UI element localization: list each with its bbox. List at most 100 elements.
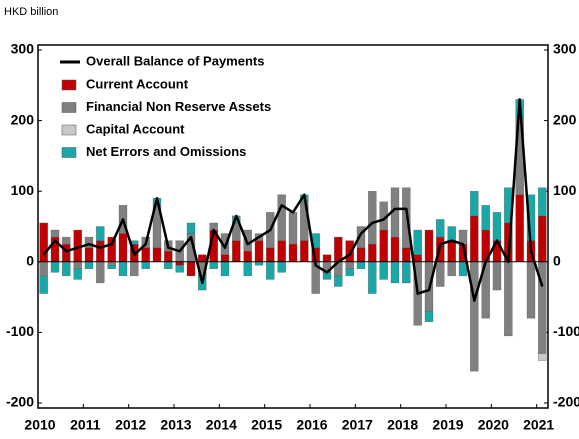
x-tick-label: 2018 <box>387 417 418 433</box>
legend-swatch <box>61 79 77 91</box>
x-tick-label: 2010 <box>24 417 55 433</box>
bar-segment <box>368 191 377 245</box>
y-tick-label: -200 <box>6 394 34 410</box>
bar-segment <box>277 194 286 241</box>
bar-segment <box>390 261 400 284</box>
bar-segment <box>413 229 422 255</box>
x-tick-label: 2013 <box>160 417 191 433</box>
legend-label: Capital Account <box>86 121 185 136</box>
bar-segment <box>107 265 116 270</box>
bar-segment <box>368 261 377 294</box>
bar-segment <box>538 353 547 361</box>
bar-segment <box>356 247 366 262</box>
bar-segment <box>62 261 71 277</box>
bar-segment <box>164 261 173 270</box>
x-tick-label: 2021 <box>523 417 554 433</box>
bar-segment <box>243 229 252 252</box>
bar-segment <box>62 236 71 245</box>
bar-segment <box>538 187 547 217</box>
bar-segment <box>164 251 173 262</box>
y-tick-label: 100 <box>11 182 35 198</box>
bar-segment <box>96 240 105 262</box>
bar-segment <box>141 261 150 270</box>
bar-segment <box>84 236 94 248</box>
y-tick-label: -100 <box>6 323 34 339</box>
bar-segment <box>424 229 434 262</box>
bar-segment <box>186 261 196 277</box>
bar-segment <box>107 261 116 266</box>
bar-segment <box>345 268 354 277</box>
bar-segment <box>84 261 94 270</box>
bar-segment <box>96 261 105 284</box>
bar-segment <box>39 275 48 294</box>
legend-label: Overall Balance of Payments <box>86 53 264 68</box>
bar-segment <box>436 261 445 287</box>
bar-segment <box>130 261 139 277</box>
x-tick-label: 2014 <box>206 417 237 433</box>
y2-tick-label: -200 <box>553 394 579 410</box>
y-tick-label: 300 <box>11 41 35 57</box>
x-tick-label: 2019 <box>432 417 463 433</box>
bar-segment <box>447 240 456 262</box>
bar-segment <box>356 226 366 248</box>
legend-swatch <box>61 124 77 136</box>
bar-segment <box>118 261 128 277</box>
bar-segment <box>470 261 479 372</box>
bar-segment <box>73 261 82 270</box>
bar-segment <box>152 247 162 262</box>
bar-segment <box>232 240 241 262</box>
x-tick-label: 2015 <box>251 417 282 433</box>
bar-segment <box>447 226 456 241</box>
bar-segment <box>379 229 388 262</box>
y2-tick-label: 200 <box>553 111 577 127</box>
bar-segment <box>243 251 252 262</box>
x-tick-label: 2016 <box>296 417 327 433</box>
bar-segment <box>368 243 377 262</box>
bar-segment <box>50 261 60 273</box>
bar-segment <box>254 261 264 266</box>
bar-segment <box>266 247 275 262</box>
bar-segment <box>526 261 536 319</box>
bar-segment <box>436 219 445 238</box>
bar-segment <box>492 212 502 241</box>
y-tick-label: 200 <box>11 111 35 127</box>
bar-segment <box>277 261 286 273</box>
legend-label: Financial Non Reserve Assets <box>86 99 271 114</box>
bar-segment <box>402 261 411 284</box>
bar-segment <box>538 215 547 262</box>
bar-segment <box>266 261 275 280</box>
legend-label: Net Errors and Omissions <box>86 144 246 159</box>
unit-label: HKD billion <box>4 6 58 18</box>
bar-segment <box>300 240 309 262</box>
bar-segment <box>470 215 479 262</box>
bar-segment <box>481 205 490 231</box>
y2-tick-label: 300 <box>553 41 577 57</box>
bar-segment <box>334 275 343 287</box>
bar-segment <box>84 247 94 262</box>
bar-segment <box>220 254 230 262</box>
bar-segment <box>243 261 252 277</box>
bar-segment <box>175 261 184 266</box>
x-tick-label: 2020 <box>478 417 509 433</box>
bar-segment <box>73 268 82 280</box>
bar-segment <box>322 254 332 262</box>
bar-segment <box>390 236 400 262</box>
y2-tick-label: -100 <box>553 323 579 339</box>
bar-segment <box>379 261 388 280</box>
bar-segment <box>39 261 48 277</box>
x-tick-label: 2017 <box>342 417 373 433</box>
bar-segment <box>424 311 434 322</box>
bar-segment <box>288 243 298 262</box>
bar-segment <box>186 222 196 234</box>
bar-segment <box>334 236 343 262</box>
legend-label: Current Account <box>86 76 189 91</box>
bar-segment <box>175 265 184 273</box>
legend-swatch <box>61 102 77 113</box>
y-tick-label: 0 <box>26 253 34 269</box>
bar-segment <box>504 261 513 337</box>
bar-segment <box>118 233 128 262</box>
y2-tick-label: 100 <box>553 182 577 198</box>
bar-segment <box>254 240 264 262</box>
bar-segment <box>209 261 218 270</box>
